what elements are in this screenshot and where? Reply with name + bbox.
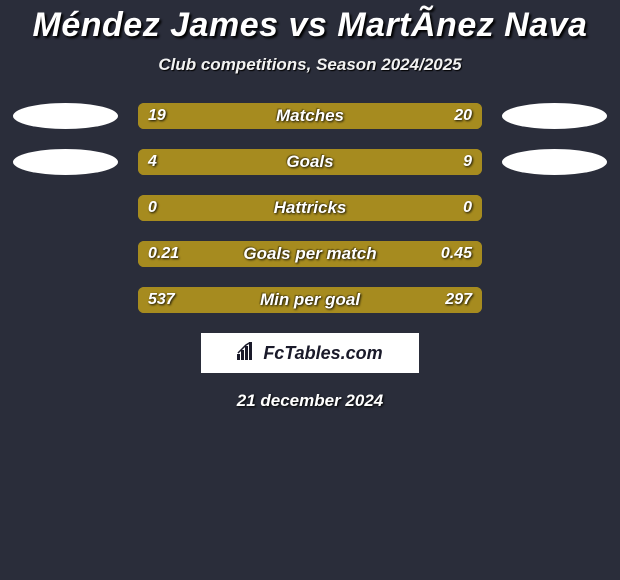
player-right-marker (502, 149, 607, 175)
player-left-marker (13, 103, 118, 129)
stat-value-left: 4 (138, 149, 167, 175)
stat-value-left: 537 (138, 287, 185, 313)
stat-rows-container: Matches1920Goals49Hattricks00Goals per m… (0, 103, 620, 313)
brand-text: FcTables.com (237, 342, 382, 365)
stat-row: Matches19 20 (0, 103, 620, 129)
stat-value-right: 0 (453, 195, 482, 221)
date-text: 21 december 2024 (0, 391, 620, 411)
comparison-subtitle: Club competitions, Season 2024/2025 (0, 55, 620, 75)
stat-bar: Min per goal537 297 (138, 287, 482, 313)
player-right-marker (502, 103, 607, 129)
stat-row: Hattricks0 0 (0, 195, 620, 221)
stat-label: Min per goal (138, 287, 482, 313)
stat-row: Goals per match0.210.45 (0, 241, 620, 267)
stat-bar: Matches19 20 (138, 103, 482, 129)
stat-label: Hattricks (138, 195, 482, 221)
stat-row: Goals4 9 (0, 149, 620, 175)
stat-row: Min per goal537 297 (0, 287, 620, 313)
brand-box: FcTables.com (201, 333, 419, 373)
stat-value-right: 0.45 (431, 241, 482, 267)
stat-value-left: 0.21 (138, 241, 189, 267)
stat-value-left: 0 (138, 195, 167, 221)
comparison-title: Méndez James vs MartÃ­nez Nava (0, 0, 620, 45)
stat-value-right: 297 (435, 287, 482, 313)
stat-bar: Goals4 9 (138, 149, 482, 175)
stat-label: Matches (138, 103, 482, 129)
bar-chart-icon (237, 342, 257, 365)
stat-bar: Goals per match0.210.45 (138, 241, 482, 267)
brand-label: FcTables.com (263, 343, 382, 364)
stat-bar: Hattricks0 0 (138, 195, 482, 221)
player-left-marker (13, 149, 118, 175)
stat-label: Goals (138, 149, 482, 175)
stat-value-right: 9 (453, 149, 482, 175)
stat-value-left: 19 (138, 103, 176, 129)
stat-value-right: 20 (444, 103, 482, 129)
